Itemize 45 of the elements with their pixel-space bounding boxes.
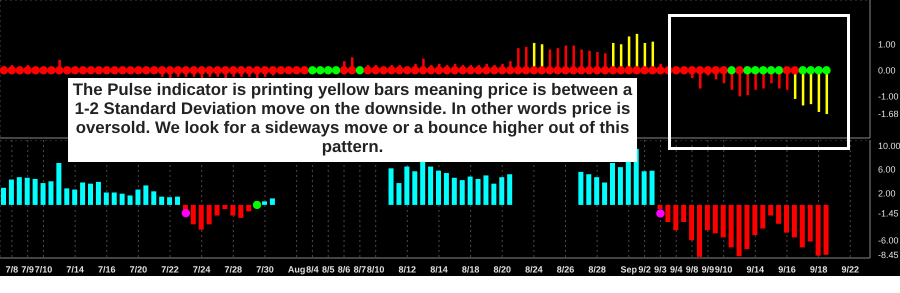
- y-tick-label: 10.00: [878, 141, 900, 152]
- y-tick-label: 0.00: [878, 65, 896, 76]
- x-tick-label: 8/12: [398, 264, 416, 274]
- x-tick-label: 9/10: [714, 264, 732, 274]
- x-tick-label: 9/4: [670, 264, 682, 274]
- x-tick-label: 8/4: [306, 264, 319, 274]
- x-tick-label: 9/2: [638, 264, 651, 274]
- annotation: The Pulse indicator is printing yellow bars meaning price is between a 1-2 Standard Deviation move on the downside. In other words price is oversold. We look for a sideways move or a bounce higher out of this pattern.: [68, 78, 637, 162]
- y-tick-label: -1.45: [878, 208, 899, 219]
- x-tick-label: 7/30: [256, 264, 274, 274]
- x-tick-label: 8/10: [366, 264, 384, 274]
- x-tick-label: Aug: [288, 264, 306, 274]
- x-tick-label: 8/18: [462, 264, 480, 274]
- x-tick-label: 9/18: [810, 264, 828, 274]
- x-tick-label: 9/16: [778, 264, 796, 274]
- x-tick-label: 7/14: [66, 264, 84, 274]
- y-tick-label: -1.68: [878, 109, 899, 120]
- y-tick-label: 2.00: [878, 188, 896, 198]
- x-tick-label: 7/8: [6, 264, 18, 274]
- x-tick-label: 9/8: [686, 264, 698, 274]
- x-tick-label: Sep: [620, 264, 638, 274]
- x-tick-label: 7/10: [34, 264, 52, 274]
- y-tick-label: -1.00: [878, 92, 899, 102]
- x-tick-label: 9/22: [841, 264, 859, 274]
- x-tick-label: 8/6: [338, 264, 350, 274]
- x-tick-label: 8/26: [556, 264, 574, 274]
- x-tick-label: 7/16: [98, 264, 116, 274]
- x-tick-label: 9/9: [702, 264, 714, 274]
- y-tick-label: -8.45: [878, 250, 899, 260]
- y-tick-label: -6.00: [878, 235, 899, 246]
- x-tick-label: 7/28: [224, 264, 242, 274]
- x-tick-label: 7/22: [161, 264, 179, 274]
- x-tick-label: 9/3: [654, 264, 667, 274]
- x-tick-label: 8/20: [493, 264, 511, 274]
- x-tick-label: 8/5: [322, 264, 334, 274]
- x-tick-label: 7/24: [192, 264, 210, 274]
- x-tick-label: 9/14: [746, 264, 764, 274]
- x-tick-label: 7/20: [130, 264, 148, 274]
- x-tick-label: 8/28: [588, 264, 606, 274]
- y-tick-label: 1.00: [878, 39, 896, 50]
- y-tick-label: 6.00: [878, 164, 896, 175]
- x-tick-label: 8/24: [525, 264, 543, 274]
- x-tick-label: 8/7: [354, 264, 366, 274]
- x-tick-label: 8/14: [430, 264, 448, 274]
- x-tick-label: 7/9: [21, 264, 34, 274]
